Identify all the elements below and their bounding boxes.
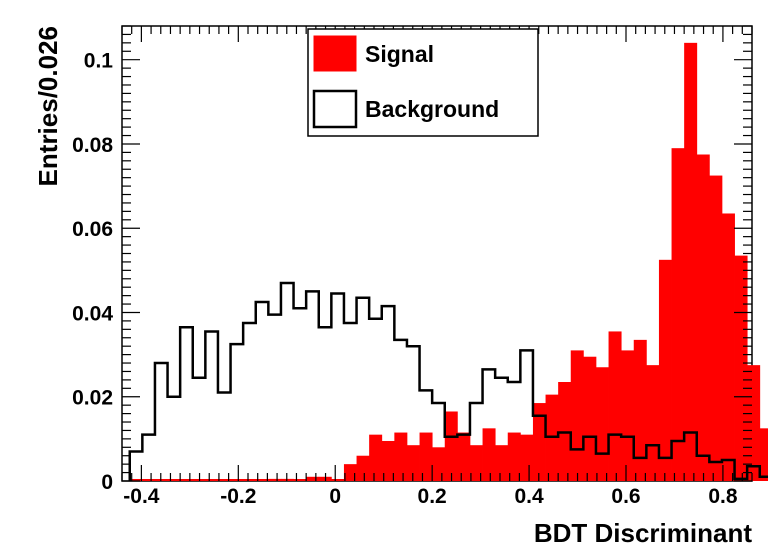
signal-bar <box>608 331 622 481</box>
y-tick-label: 0.02 <box>72 387 113 410</box>
signal-bar <box>658 259 672 481</box>
signal-bar <box>406 445 420 481</box>
signal-bar <box>633 339 647 481</box>
signal-bar <box>721 213 735 482</box>
signal-bar <box>343 464 357 481</box>
signal-bar <box>457 432 471 481</box>
signal-bar <box>381 440 395 481</box>
x-tick-label: 0.4 <box>514 485 544 508</box>
signal-bar <box>306 476 320 481</box>
signal-bar <box>495 445 509 481</box>
signal-bar <box>369 434 383 481</box>
y-tick-label: 0 <box>101 471 113 494</box>
background-histogram <box>128 281 768 481</box>
signal-bar <box>621 350 635 481</box>
x-tick-label: 0.2 <box>418 485 447 508</box>
signal-bar <box>469 445 483 481</box>
signal-bar <box>432 447 446 481</box>
legend-background-swatch <box>312 89 358 129</box>
x-tick-label: 0 <box>329 485 341 508</box>
y-axis-title: Entries/0.026 <box>33 26 63 186</box>
legend-signal-swatch <box>313 35 357 72</box>
signal-bar <box>419 432 433 481</box>
x-tick-label: -0.4 <box>123 485 160 508</box>
signal-bar <box>520 434 534 481</box>
signal-bar <box>684 42 698 481</box>
signal-bar <box>394 432 408 481</box>
y-tick-label: 0.08 <box>72 134 113 157</box>
signal-bar <box>747 365 761 481</box>
x-tick-label: -0.2 <box>220 485 256 508</box>
signal-bar <box>709 175 723 481</box>
y-tick-label: 0.04 <box>72 302 113 325</box>
signal-bar <box>570 350 584 481</box>
signal-bar <box>532 403 546 481</box>
legend-signal-label: Signal <box>365 41 434 67</box>
signal-bar <box>671 148 685 481</box>
legend: Signal Background <box>307 28 539 137</box>
x-tick-label: 0.8 <box>708 485 738 508</box>
signal-bar <box>356 455 370 481</box>
signal-bar <box>482 428 496 481</box>
signal-bar <box>595 367 609 481</box>
legend-background-label: Background <box>365 96 499 122</box>
x-tick-label: 0.6 <box>611 485 640 508</box>
signal-histogram <box>129 42 768 482</box>
y-tick-label: 0.1 <box>84 50 114 73</box>
signal-bar <box>583 356 597 481</box>
signal-bar <box>507 432 521 481</box>
signal-bar <box>646 365 660 481</box>
signal-bar <box>696 154 710 481</box>
signal-bar <box>444 411 458 481</box>
y-tick-label: 0.06 <box>72 218 113 241</box>
signal-bar <box>759 428 768 481</box>
y-axis-ticks: 0 0.02 0.04 0.06 0.08 0.1 <box>72 25 752 494</box>
x-axis-title: BDT Discriminant <box>534 518 752 548</box>
